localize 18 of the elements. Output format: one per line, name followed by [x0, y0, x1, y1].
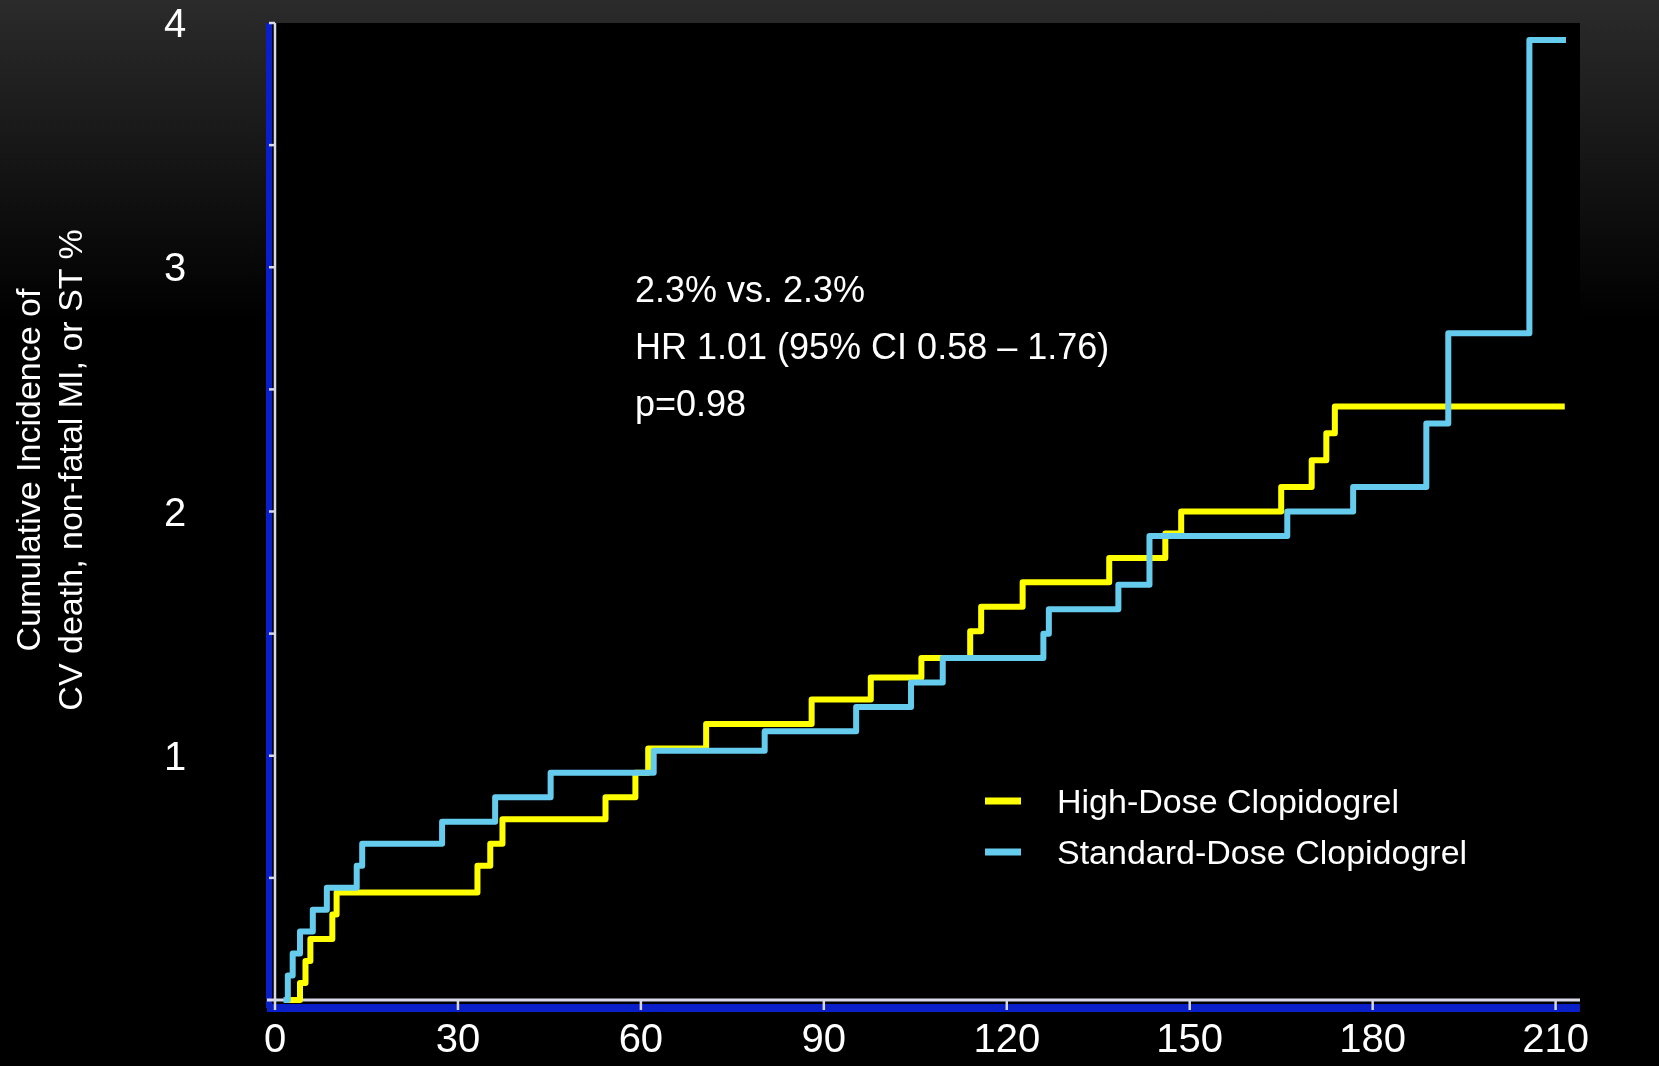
- x-tick-label: 0: [263, 1016, 287, 1060]
- x-tick-label: 150: [1156, 1016, 1224, 1060]
- annotation: HR 1.01 (95% CI 0.58 – 1.76): [635, 326, 1110, 367]
- x-tick-label: 90: [801, 1016, 847, 1060]
- y-tick-label: 1: [163, 733, 187, 778]
- annotation: p=0.98: [635, 383, 747, 424]
- annotation: 2.3% vs. 2.3%: [635, 269, 866, 310]
- x-tick-label: 120: [973, 1016, 1041, 1060]
- legend-label: Standard-Dose Clopidogrel: [1057, 832, 1468, 871]
- y-tick-label: 2: [163, 489, 187, 534]
- y-tick-label: 3: [163, 245, 187, 290]
- x-tick-label: 30: [435, 1016, 481, 1060]
- x-tick-label: 180: [1339, 1016, 1407, 1060]
- x-tick-label: 60: [618, 1016, 664, 1060]
- y-axis-title: Cumulative Incidence of CV death, non-fatal MI, or ST %: [9, 229, 89, 711]
- y-tick-label: 4: [163, 1, 187, 45]
- legend-label: High-Dose Clopidogrel: [1057, 781, 1400, 820]
- x-tick-label: 210: [1522, 1016, 1589, 1060]
